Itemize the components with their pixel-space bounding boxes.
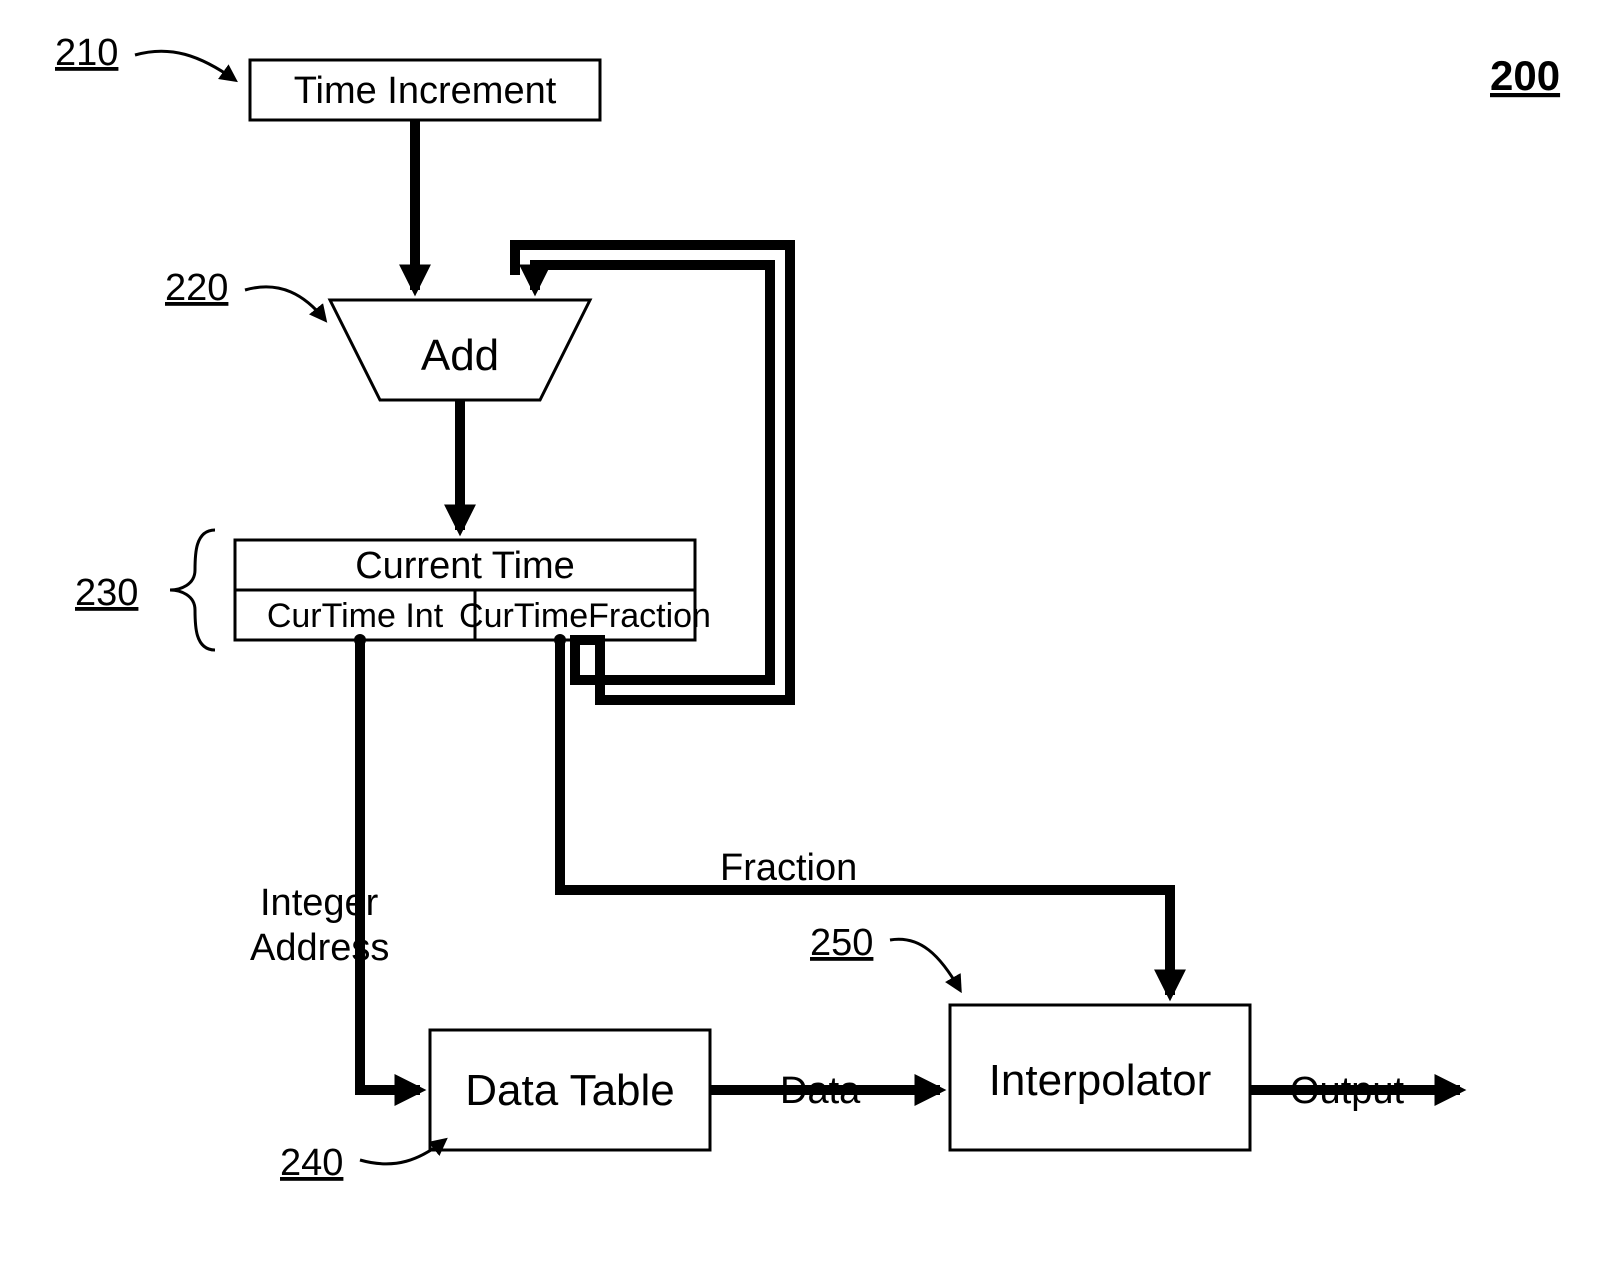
current-time-label: Current Time [355, 545, 575, 587]
ref-210-arrow [135, 51, 235, 80]
ref-250-arrow [890, 939, 960, 990]
ref-230: 230 [75, 572, 138, 614]
ref-220: 220 [165, 267, 228, 309]
integer-label-1: Integer [260, 882, 379, 924]
ref-250: 250 [810, 922, 873, 964]
junction-frac [554, 634, 566, 646]
fraction-label: Fraction [720, 847, 857, 889]
data-label: Data [780, 1070, 861, 1112]
time-increment-label: Time Increment [294, 70, 557, 112]
figure-ref: 200 [1490, 52, 1560, 99]
output-label: Output [1290, 1070, 1405, 1112]
arrow-int-to-datatable [360, 640, 420, 1090]
curtime-frac-label: CurTimeFraction [459, 597, 711, 635]
diagram-canvas: 200 Time Increment 210 Add 220 Current T… [0, 0, 1618, 1271]
curtime-int-label: CurTime Int [267, 597, 444, 635]
integer-label-2: Address [250, 927, 389, 969]
ref-240: 240 [280, 1142, 343, 1184]
add-label: Add [421, 331, 499, 380]
ref-210: 210 [55, 32, 118, 74]
ref-230-brace [170, 530, 215, 650]
junction-int [354, 634, 366, 646]
ref-220-arrow [245, 287, 325, 320]
data-table-label: Data Table [465, 1066, 675, 1115]
interpolator-label: Interpolator [989, 1056, 1212, 1105]
